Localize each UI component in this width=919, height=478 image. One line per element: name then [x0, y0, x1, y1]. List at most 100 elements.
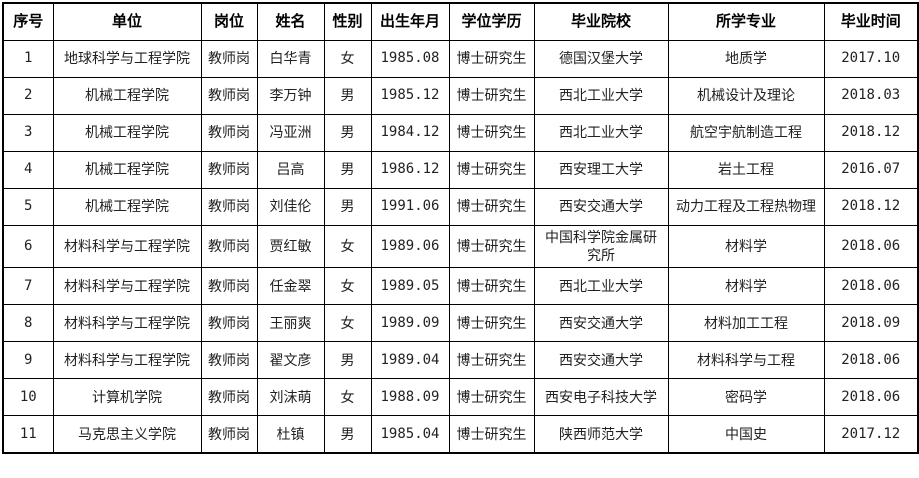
- cell-birth-date: 1989.06: [370, 224, 450, 269]
- cell-major: 材料学: [667, 224, 825, 269]
- cell-graduation-date: 2016.07: [823, 150, 919, 189]
- cell-major: 中国史: [667, 415, 825, 454]
- header-graduation-date: 毕业时间: [823, 2, 919, 41]
- cell-gender: 男: [323, 76, 372, 115]
- cell-no: 9: [2, 341, 54, 380]
- cell-degree: 博士研究生: [448, 415, 535, 454]
- cell-position: 教师岗: [200, 378, 258, 417]
- cell-graduation-date: 2018.06: [823, 267, 919, 306]
- cell-no: 7: [2, 267, 54, 306]
- cell-major: 航空宇航制造工程: [667, 113, 825, 152]
- cell-degree: 博士研究生: [448, 224, 535, 269]
- cell-name: 翟文彦: [256, 341, 325, 380]
- cell-no: 2: [2, 76, 54, 115]
- cell-gender: 女: [323, 224, 372, 269]
- cell-birth-date: 1988.09: [370, 378, 450, 417]
- cell-graduation-date: 2018.06: [823, 224, 919, 269]
- cell-name: 杜镇: [256, 415, 325, 454]
- cell-major: 材料加工工程: [667, 304, 825, 343]
- cell-graduation-date: 2017.10: [823, 39, 919, 78]
- cell-name: 任金翠: [256, 267, 325, 306]
- cell-position: 教师岗: [200, 224, 258, 269]
- cell-unit: 材料科学与工程学院: [52, 341, 202, 380]
- cell-name: 冯亚洲: [256, 113, 325, 152]
- cell-no: 10: [2, 378, 54, 417]
- cell-gender: 男: [323, 150, 372, 189]
- cell-name: 贾红敏: [256, 224, 325, 269]
- cell-no: 6: [2, 224, 54, 269]
- table-row: 11 马克思主义学院 教师岗 杜镇男 1985.04 博士研究生 陕西师范大学 中国史 2017…: [2, 415, 919, 454]
- table-row: 10 计算机学院 教师岗 刘沫萌女 1988.09 博士研究生 西安电子科技大学 密码学 201…: [2, 378, 919, 417]
- cell-school: 西北工业大学: [533, 113, 669, 152]
- cell-gender: 女: [323, 267, 372, 306]
- cell-school: 西安交通大学: [533, 187, 669, 226]
- cell-unit: 材料科学与工程学院: [52, 304, 202, 343]
- cell-birth-date: 1986.12: [370, 150, 450, 189]
- cell-name: 王丽爽: [256, 304, 325, 343]
- cell-school: 西安交通大学: [533, 341, 669, 380]
- cell-name: 刘沫萌: [256, 378, 325, 417]
- table-row: 8 材料科学与工程学院 教师岗 王丽爽女 1989.09 博士研究生 西安交通大学 材料加工工…: [2, 304, 919, 343]
- table-row: 3 机械工程学院 教师岗 冯亚洲男 1984.12 博士研究生 西北工业大学 航空宇航制造工程…: [2, 113, 919, 152]
- header-major: 所学专业: [667, 2, 825, 41]
- cell-major: 地质学: [667, 39, 825, 78]
- cell-school: 西安电子科技大学: [533, 378, 669, 417]
- cell-position: 教师岗: [200, 150, 258, 189]
- cell-gender: 女: [323, 378, 372, 417]
- cell-school: 西安理工大学: [533, 150, 669, 189]
- cell-graduation-date: 2017.12: [823, 415, 919, 454]
- graduates-roster-table: 序号 单位 岗位 姓名 性别 出生年月 学位学历 毕业院校 所学专业 毕业时间 …: [2, 2, 919, 454]
- table-row: 5 机械工程学院 教师岗 刘佳伦男 1991.06 博士研究生 西安交通大学 动力工程及工程热…: [2, 187, 919, 226]
- cell-school: 陕西师范大学: [533, 415, 669, 454]
- cell-no: 4: [2, 150, 54, 189]
- cell-degree: 博士研究生: [448, 76, 535, 115]
- cell-position: 教师岗: [200, 304, 258, 343]
- cell-birth-date: 1985.12: [370, 76, 450, 115]
- cell-graduation-date: 2018.12: [823, 187, 919, 226]
- cell-position: 教师岗: [200, 76, 258, 115]
- cell-name: 李万钟: [256, 76, 325, 115]
- cell-gender: 男: [323, 187, 372, 226]
- cell-unit: 材料科学与工程学院: [52, 224, 202, 269]
- header-position: 岗位: [200, 2, 258, 41]
- cell-name: 吕高: [256, 150, 325, 189]
- cell-no: 8: [2, 304, 54, 343]
- cell-position: 教师岗: [200, 187, 258, 226]
- cell-unit: 机械工程学院: [52, 113, 202, 152]
- table-row: 4 机械工程学院 教师岗 吕高男 1986.12 博士研究生 西安理工大学 岩土工程 2016.…: [2, 150, 919, 189]
- cell-major: 密码学: [667, 378, 825, 417]
- cell-birth-date: 1985.08: [370, 39, 450, 78]
- cell-no: 5: [2, 187, 54, 226]
- header-row: 序号 单位 岗位 姓名 性别 出生年月 学位学历 毕业院校 所学专业 毕业时间: [2, 2, 919, 41]
- cell-school: 西北工业大学: [533, 76, 669, 115]
- cell-unit: 马克思主义学院: [52, 415, 202, 454]
- header-unit: 单位: [52, 2, 202, 41]
- cell-name: 刘佳伦: [256, 187, 325, 226]
- header-name: 姓名: [256, 2, 325, 41]
- cell-no: 3: [2, 113, 54, 152]
- cell-no: 1: [2, 39, 54, 78]
- cell-position: 教师岗: [200, 341, 258, 380]
- cell-birth-date: 1989.05: [370, 267, 450, 306]
- cell-gender: 男: [323, 341, 372, 380]
- cell-unit: 机械工程学院: [52, 187, 202, 226]
- cell-graduation-date: 2018.06: [823, 378, 919, 417]
- table-row: 2 机械工程学院 教师岗 李万钟男 1985.12 博士研究生 西北工业大学 机械设计及理论 2…: [2, 76, 919, 115]
- cell-major: 机械设计及理论: [667, 76, 825, 115]
- cell-unit: 地球科学与工程学院: [52, 39, 202, 78]
- header-birth-date: 出生年月: [370, 2, 450, 41]
- cell-position: 教师岗: [200, 113, 258, 152]
- cell-graduation-date: 2018.12: [823, 113, 919, 152]
- cell-major: 动力工程及工程热物理: [667, 187, 825, 226]
- cell-degree: 博士研究生: [448, 113, 535, 152]
- cell-birth-date: 1989.04: [370, 341, 450, 380]
- cell-birth-date: 1991.06: [370, 187, 450, 226]
- cell-birth-date: 1984.12: [370, 113, 450, 152]
- cell-degree: 博士研究生: [448, 304, 535, 343]
- cell-degree: 博士研究生: [448, 267, 535, 306]
- cell-no: 11: [2, 415, 54, 454]
- table-body: 1 地球科学与工程学院 教师岗 白华青女 1985.08 博士研究生 德国汉堡大学 地质学 20…: [2, 39, 919, 454]
- cell-gender: 女: [323, 39, 372, 78]
- cell-degree: 博士研究生: [448, 378, 535, 417]
- cell-birth-date: 1989.09: [370, 304, 450, 343]
